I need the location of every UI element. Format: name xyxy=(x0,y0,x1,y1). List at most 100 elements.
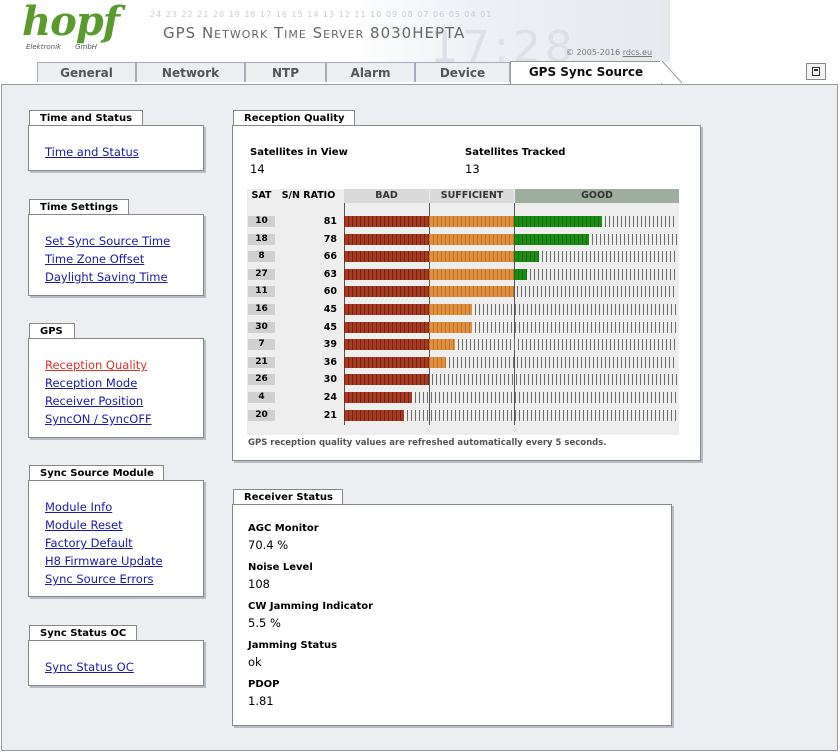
bar-empty-ticks xyxy=(457,339,677,350)
bar-bad-segment xyxy=(344,392,412,403)
bar-sufficient-segment xyxy=(429,357,446,368)
app-title: GPS Network Time Server 8030HEPTA xyxy=(163,24,466,42)
header-deco-digits: 24 23 22 21 20 19 18 17 16 15 14 13 12 1… xyxy=(150,10,493,19)
copyright-text: © 2005-2016 xyxy=(566,48,621,57)
signal-bar xyxy=(344,234,677,245)
box-sync-source-module: Module Info Module Reset Factory Default… xyxy=(28,480,204,597)
bar-bad-segment xyxy=(344,357,429,368)
sat-id: 27 xyxy=(248,269,275,280)
sn-ratio-value: 66 xyxy=(323,251,337,262)
sn-ratio-value: 45 xyxy=(323,304,337,315)
label-noise-level: Noise Level xyxy=(248,562,313,573)
link-module-reset[interactable]: Module Reset xyxy=(45,518,123,532)
sat-id: 16 xyxy=(248,304,275,315)
sat-id: 4 xyxy=(248,392,275,403)
header-good: GOOD xyxy=(515,189,679,203)
bar-empty-ticks xyxy=(517,286,677,297)
value-jamming-status: ok xyxy=(248,655,262,669)
box-title-reception-quality: Reception Quality xyxy=(233,110,355,125)
signal-bar xyxy=(344,374,677,385)
sat-id: 20 xyxy=(248,410,275,421)
bar-bad-segment xyxy=(344,304,429,315)
box-title-sync-status-oc: Sync Status OC xyxy=(29,625,137,640)
box-title-time-status: Time and Status xyxy=(29,110,143,125)
tab-alarm[interactable]: Alarm xyxy=(326,62,415,82)
sat-id: 7 xyxy=(248,339,275,350)
window-icon xyxy=(812,67,820,76)
bar-empty-ticks xyxy=(474,322,677,333)
sn-ratio-value: 81 xyxy=(323,216,337,227)
signal-bar xyxy=(344,357,677,368)
sat-id: 18 xyxy=(248,234,275,245)
bar-good-segment xyxy=(514,251,540,262)
bar-sufficient-segment xyxy=(429,304,472,315)
header-sn-ratio: S/N RATIO xyxy=(276,189,341,203)
window-toggle-button[interactable] xyxy=(806,63,826,80)
tab-device[interactable]: Device xyxy=(415,62,510,82)
bar-empty-ticks xyxy=(415,392,677,403)
bar-bad-segment xyxy=(344,410,404,421)
bar-empty-ticks xyxy=(432,374,677,385)
signal-bar xyxy=(344,322,677,333)
header-bad: BAD xyxy=(344,189,429,203)
value-pdop: 1.81 xyxy=(248,694,274,708)
sat-id: 21 xyxy=(248,357,275,368)
bar-sufficient-segment xyxy=(429,216,514,227)
tab-network[interactable]: Network xyxy=(136,62,245,82)
link-time-zone-offset[interactable]: Time Zone Offset xyxy=(45,252,145,266)
sn-ratio-value: 30 xyxy=(323,374,337,385)
copyright: © 2005-2016 rdcs.eu xyxy=(566,48,652,57)
value-agc-monitor: 70.4 % xyxy=(248,538,289,552)
copyright-link[interactable]: rdcs.eu xyxy=(622,48,653,57)
link-reception-quality[interactable]: Reception Quality xyxy=(45,358,148,372)
sn-ratio-value: 78 xyxy=(323,234,337,245)
tab-tail xyxy=(660,61,683,84)
link-daylight-saving-time[interactable]: Daylight Saving Time xyxy=(45,270,168,284)
tab-general[interactable]: General xyxy=(37,62,136,82)
label-satellites-in-view: Satellites in View xyxy=(250,147,348,158)
signal-bar xyxy=(344,339,677,350)
link-time-and-status[interactable]: Time and Status xyxy=(45,145,139,159)
logo-word: hopf xyxy=(22,0,120,45)
signal-bar xyxy=(344,216,677,227)
signal-bar xyxy=(344,304,677,315)
header-background xyxy=(350,0,670,62)
label-satellites-tracked: Satellites Tracked xyxy=(465,147,566,158)
bar-sufficient-segment xyxy=(429,339,455,350)
bar-empty-ticks xyxy=(406,410,677,421)
bar-bad-segment xyxy=(344,339,429,350)
sat-id: 11 xyxy=(248,286,275,297)
bar-empty-ticks xyxy=(604,216,677,227)
bar-good-segment xyxy=(514,234,590,245)
bar-sufficient-segment xyxy=(429,269,514,280)
link-receiver-position[interactable]: Receiver Position xyxy=(45,394,144,408)
link-h8-firmware-update[interactable]: H8 Firmware Update xyxy=(45,554,163,568)
bar-bad-segment xyxy=(344,374,429,385)
link-syncon-syncoff[interactable]: SyncON / SyncOFF xyxy=(45,412,152,426)
box-title-time-settings: Time Settings xyxy=(29,199,129,214)
header-deco-clock: 17:28 xyxy=(430,22,577,62)
sat-id: 26 xyxy=(248,374,275,385)
tab-gps-sync-source[interactable]: GPS Sync Source xyxy=(510,61,662,84)
link-set-sync-source-time[interactable]: Set Sync Source Time xyxy=(45,234,171,248)
header-sufficient: SUFFICIENT xyxy=(430,189,514,203)
box-gps: Reception Quality Reception Mode Receive… xyxy=(28,338,204,438)
bar-good-segment xyxy=(514,269,527,280)
signal-bar xyxy=(344,410,677,421)
link-sync-status-oc[interactable]: Sync Status OC xyxy=(45,660,134,674)
hopf-logo: hopf Elektronik GmbH xyxy=(22,0,122,54)
link-module-info[interactable]: Module Info xyxy=(45,500,113,514)
link-reception-mode[interactable]: Reception Mode xyxy=(45,376,138,390)
value-cw-jamming-indicator: 5.5 % xyxy=(248,616,281,630)
bar-bad-segment xyxy=(344,269,429,280)
reception-quality-table: SAT S/N RATIO BAD SUFFICIENT GOOD 10 81 18… xyxy=(247,189,679,435)
bar-empty-ticks xyxy=(474,304,677,315)
box-sync-status-oc: Sync Status OC xyxy=(28,640,204,686)
sn-ratio-value: 45 xyxy=(323,322,337,333)
tab-ntp[interactable]: NTP xyxy=(245,62,326,82)
link-factory-default[interactable]: Factory Default xyxy=(45,536,133,550)
box-time-status: Time and Status xyxy=(28,125,204,171)
label-jamming-status: Jamming Status xyxy=(248,640,338,651)
link-sync-source-errors[interactable]: Sync Source Errors xyxy=(45,572,154,586)
bar-sufficient-segment xyxy=(429,286,514,297)
